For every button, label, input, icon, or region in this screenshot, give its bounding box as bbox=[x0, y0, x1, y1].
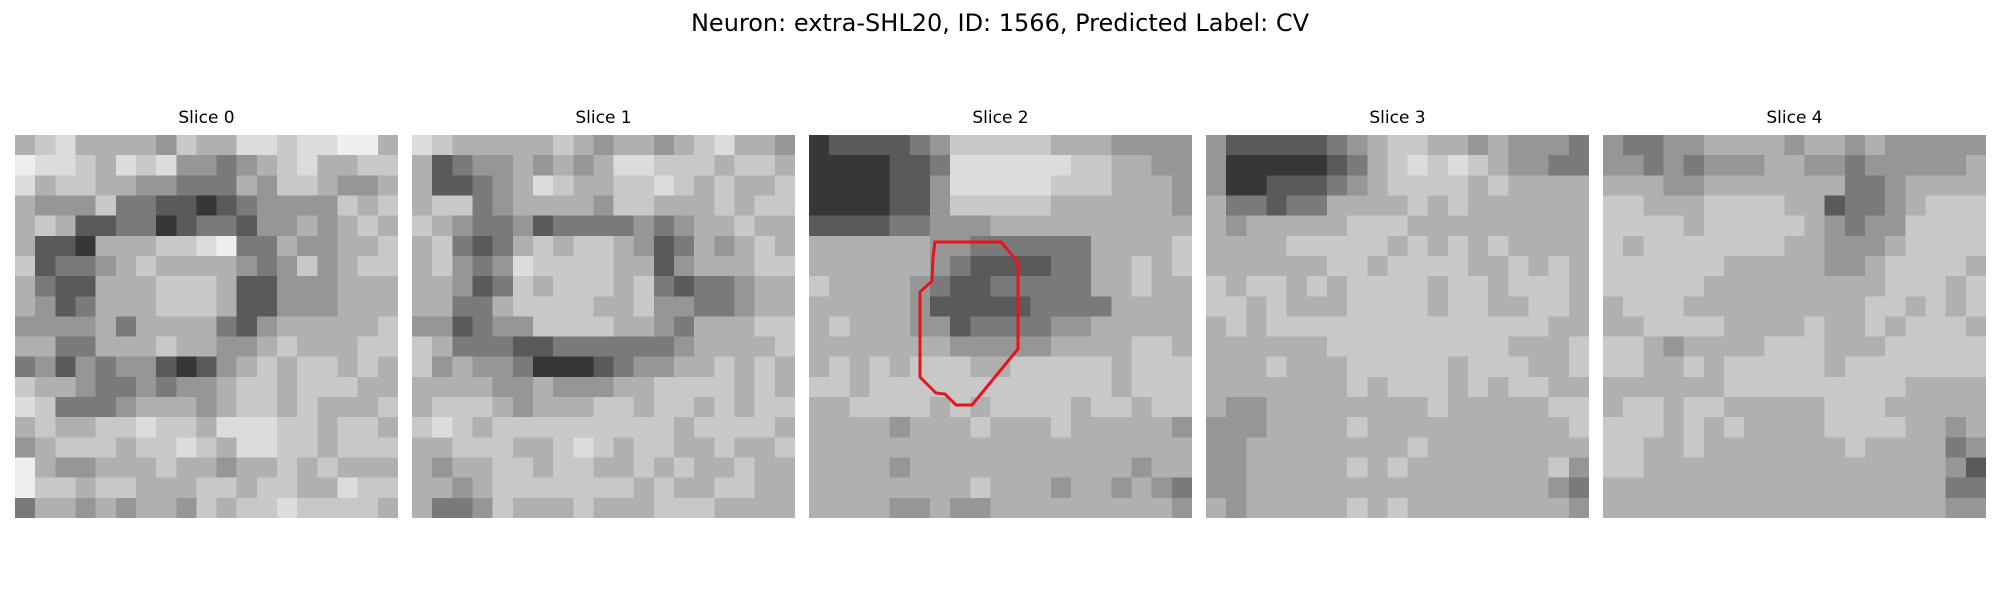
slice-title: Slice 1 bbox=[575, 108, 632, 128]
slice-panel-4: Slice 4 bbox=[1603, 108, 1986, 518]
slice-panel-1: Slice 1 bbox=[412, 108, 795, 518]
slice-image bbox=[15, 135, 398, 518]
slice-image bbox=[412, 135, 795, 518]
slice-title: Slice 3 bbox=[1369, 108, 1426, 128]
slice-title: Slice 0 bbox=[178, 108, 235, 128]
slice-image bbox=[1603, 135, 1986, 518]
slice-image bbox=[1206, 135, 1589, 518]
slice-panel-3: Slice 3 bbox=[1206, 108, 1589, 518]
slice-panel-0: Slice 0 bbox=[15, 108, 398, 518]
figure-title: Neuron: extra-SHL20, ID: 1566, Predicted… bbox=[690, 9, 1310, 37]
slice-panel-2: Slice 2 bbox=[809, 108, 1192, 518]
slice-image bbox=[809, 135, 1192, 518]
slice-title: Slice 4 bbox=[1766, 108, 1823, 128]
slice-title: Slice 2 bbox=[972, 108, 1029, 128]
